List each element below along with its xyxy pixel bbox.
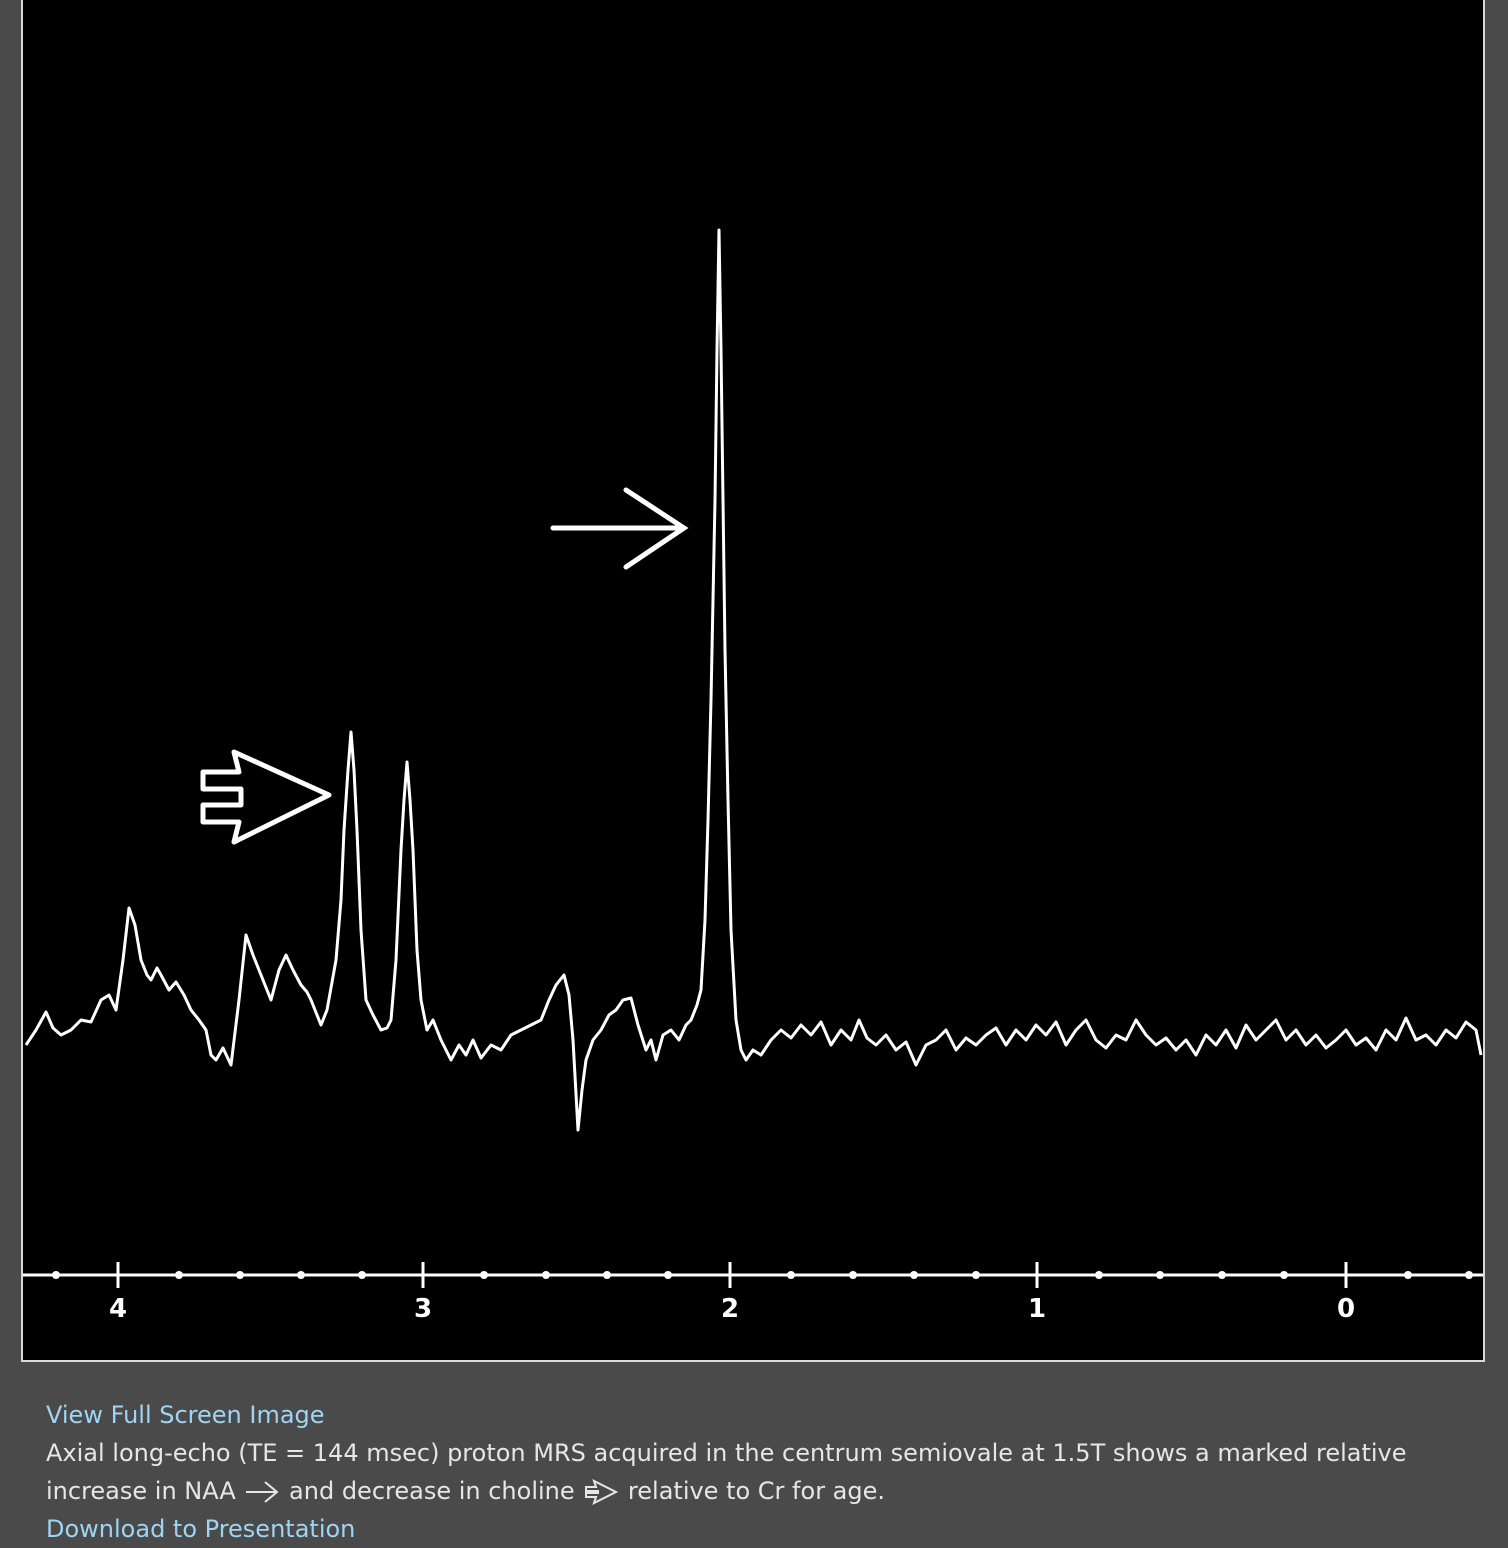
caption-line: Axial long-echo (TE = 144 msec) proton M… bbox=[46, 1439, 1407, 1467]
caption-block: View Full Screen Image Axial long-echo (… bbox=[46, 1396, 1486, 1548]
full-screen-link[interactable]: View Full Screen Image bbox=[46, 1401, 325, 1429]
naa-arrow bbox=[550, 487, 689, 570]
download-link[interactable]: Download to Presentation bbox=[46, 1515, 356, 1543]
axis-label: 2 bbox=[721, 1294, 739, 1324]
caption-text: relative to Cr for age. bbox=[627, 1477, 886, 1505]
axis-label: 1 bbox=[1028, 1294, 1046, 1324]
axis-minor-dots bbox=[52, 1271, 1473, 1279]
open-arrow-icon bbox=[585, 1479, 619, 1505]
arrow-icon bbox=[246, 1481, 279, 1503]
spectrum-image: 4 3 2 1 0 bbox=[23, 228, 1483, 1324]
axis-label: 3 bbox=[414, 1294, 432, 1324]
axis-label: 0 bbox=[1337, 1294, 1355, 1324]
spectrum-trace bbox=[24, 228, 1483, 1132]
image-viewer: 4 3 2 1 0 bbox=[21, 0, 1485, 1362]
axis-label: 4 bbox=[109, 1294, 127, 1324]
choline-arrow bbox=[200, 749, 332, 845]
caption-text: increase in NAA bbox=[46, 1477, 236, 1505]
caption-line: increase in NAA and decrease in choline … bbox=[46, 1472, 1486, 1510]
caption-text: and decrease in choline bbox=[289, 1477, 575, 1505]
ppm-axis bbox=[23, 1262, 1483, 1288]
